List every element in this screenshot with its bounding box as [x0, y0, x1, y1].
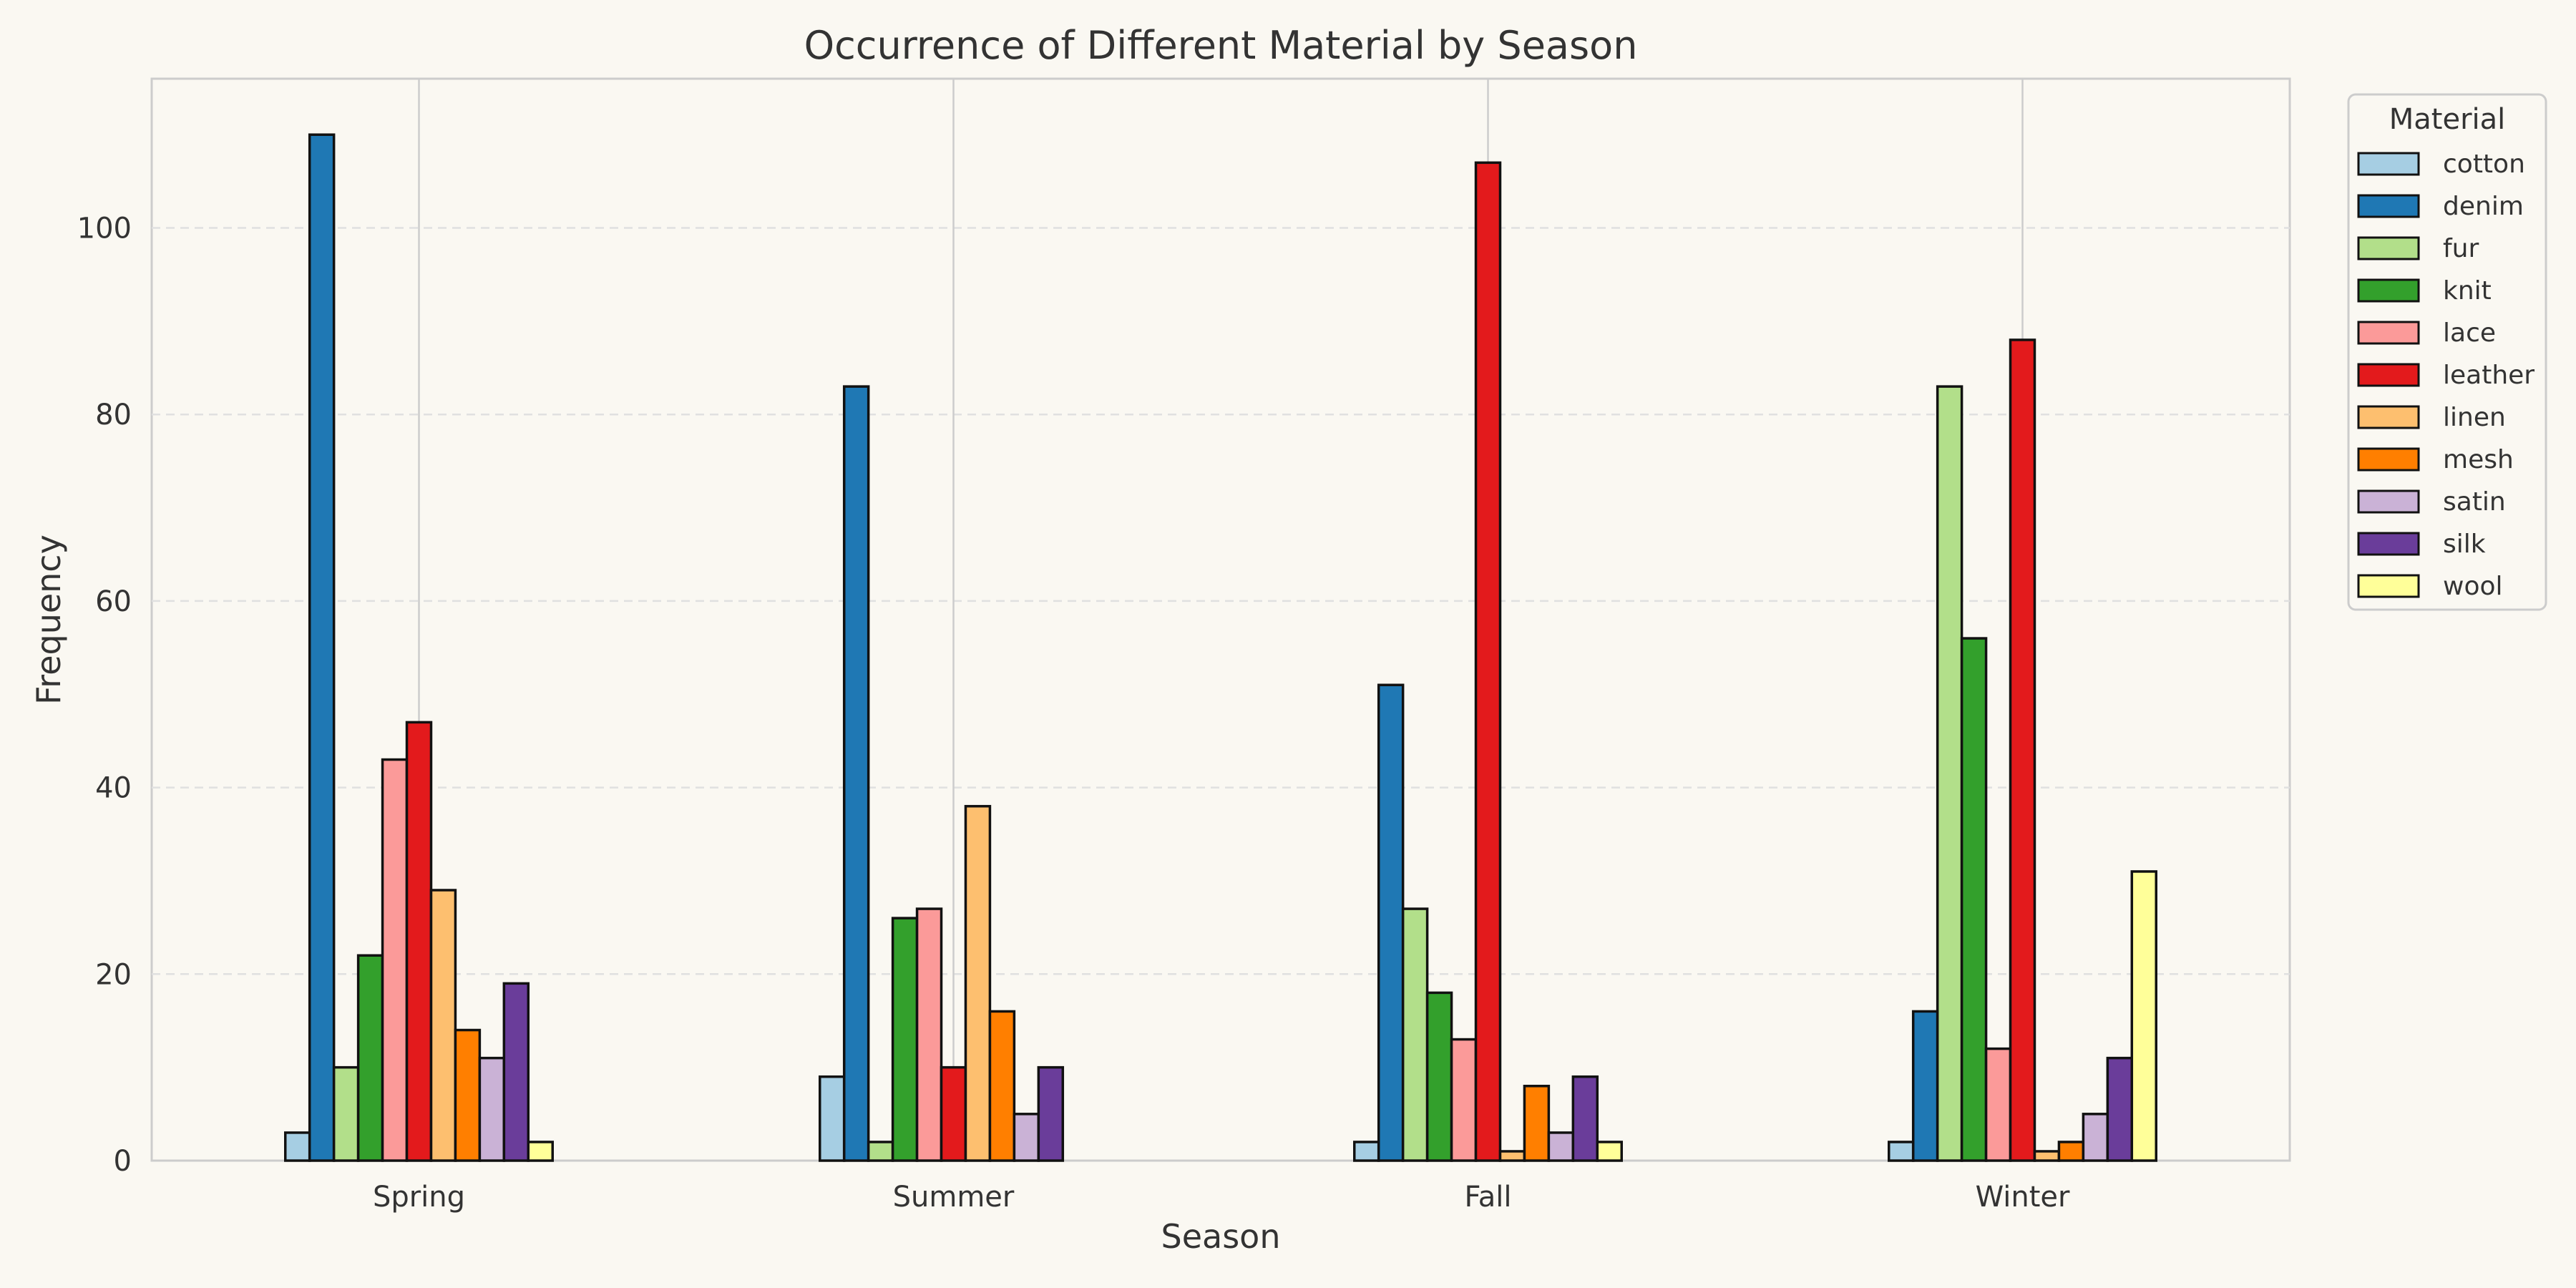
bar-leather-spring — [405, 721, 433, 1162]
bar-satin-winter — [2082, 1113, 2109, 1162]
legend-swatch — [2357, 405, 2420, 429]
bar-linen-winter — [2033, 1150, 2061, 1162]
bar-fur-winter — [1936, 385, 1963, 1162]
legend-swatch — [2357, 321, 2420, 345]
bar-satin-summer — [1013, 1113, 1040, 1162]
bar-cotton-spring — [284, 1131, 311, 1162]
legend-swatch — [2357, 532, 2420, 556]
legend-item-lace: lace — [2357, 318, 2496, 348]
ticks-layer: 0 20 40 60 80 100 Spring Summer Fall Winter — [77, 213, 2070, 1214]
legend-item-cotton: cotton — [2357, 150, 2525, 179]
bar-leather-winter — [2009, 338, 2036, 1162]
legend-item-linen: linen — [2357, 403, 2506, 432]
y-tick-label: 40 — [95, 772, 132, 805]
bar-knit-winter — [1960, 637, 1988, 1162]
legend-item-wool: wool — [2357, 572, 2503, 601]
legend-swatch — [2357, 194, 2420, 218]
legend-label: silk — [2443, 530, 2486, 559]
legend-item-silk: silk — [2357, 530, 2486, 559]
x-tick-label: Winter — [1976, 1181, 2070, 1214]
plot-area — [150, 77, 2291, 1162]
legend-label: lace — [2443, 318, 2496, 348]
bar-mesh-spring — [454, 1028, 482, 1162]
bar-denim-summer — [842, 385, 870, 1162]
legend-label: mesh — [2443, 445, 2514, 474]
bar-fur-summer — [867, 1141, 894, 1162]
bar-knit-spring — [356, 954, 384, 1162]
bar-knit-fall — [1425, 991, 1453, 1162]
bar-silk-fall — [1571, 1075, 1599, 1162]
legend-item-knit: knit — [2357, 276, 2492, 306]
legend-item-fur: fur — [2357, 234, 2479, 263]
legend-label: knit — [2443, 276, 2492, 306]
legend-swatch — [2357, 363, 2420, 387]
bar-leather-summer — [940, 1065, 967, 1162]
bar-linen-fall — [1498, 1150, 1526, 1162]
bar-lace-fall — [1450, 1038, 1478, 1162]
y-tick-label: 80 — [95, 399, 132, 431]
bar-denim-winter — [1911, 1010, 1939, 1162]
y-tick-label: 100 — [77, 213, 132, 245]
bar-lace-winter — [1984, 1047, 2012, 1162]
legend-label: wool — [2443, 572, 2503, 601]
bar-silk-spring — [502, 982, 530, 1162]
bar-silk-summer — [1037, 1065, 1065, 1162]
y-tick-label: 60 — [95, 585, 132, 618]
legend-items: cotton denim fur knit lace leather linen mesh sa… — [2357, 150, 2534, 601]
bar-silk-winter — [2106, 1056, 2134, 1162]
bar-lace-summer — [915, 907, 943, 1162]
bar-fur-fall — [1401, 907, 1429, 1162]
x-axis-label: Season — [1161, 1217, 1281, 1256]
bar-denim-spring — [308, 133, 336, 1162]
legend-label: cotton — [2443, 150, 2525, 179]
bar-cotton-winter — [1888, 1141, 1915, 1162]
bar-cotton-summer — [819, 1075, 846, 1162]
legend-label: fur — [2443, 234, 2479, 263]
legend-swatch — [2357, 152, 2420, 176]
y-tick-label: 20 — [95, 958, 132, 991]
legend-label: denim — [2443, 192, 2524, 221]
bar-leather-fall — [1474, 161, 1502, 1162]
bar-wool-fall — [1596, 1141, 1623, 1162]
legend-item-denim: denim — [2357, 192, 2524, 221]
legend-swatch — [2357, 447, 2420, 472]
y-axis-label: Frequency — [29, 535, 68, 705]
legend-item-satin: satin — [2357, 487, 2506, 517]
legend-swatch — [2357, 236, 2420, 260]
bar-satin-spring — [478, 1056, 506, 1162]
bar-knit-summer — [891, 917, 919, 1162]
legend-item-mesh: mesh — [2357, 445, 2514, 474]
legend-title: Material — [2389, 103, 2506, 136]
bar-lace-spring — [381, 758, 409, 1162]
bar-mesh-summer — [988, 1010, 1016, 1162]
chart-title: Occurrence of Different Material by Seas… — [804, 23, 1638, 68]
legend-swatch — [2357, 278, 2420, 303]
legend-label: satin — [2443, 487, 2506, 517]
legend-label: leather — [2443, 361, 2534, 390]
bar-cotton-fall — [1353, 1141, 1380, 1162]
x-tick-label: Summer — [893, 1181, 1015, 1214]
bar-fur-spring — [332, 1065, 360, 1162]
legend: Material cotton denim fur knit lace leather li… — [2347, 93, 2547, 611]
x-tick-label: Spring — [373, 1181, 465, 1214]
y-tick-label: 0 — [114, 1145, 132, 1178]
bar-linen-summer — [964, 804, 992, 1162]
legend-item-leather: leather — [2357, 361, 2534, 390]
bar-linen-spring — [429, 889, 457, 1162]
bars-layer — [284, 133, 2157, 1162]
bar-satin-fall — [1547, 1131, 1575, 1162]
legend-swatch — [2357, 489, 2420, 514]
legend-label: linen — [2443, 403, 2506, 432]
x-tick-label: Fall — [1464, 1181, 1511, 1214]
bar-wool-winter — [2130, 870, 2157, 1162]
bar-mesh-fall — [1523, 1084, 1551, 1162]
bar-denim-fall — [1377, 683, 1405, 1162]
legend-swatch — [2357, 574, 2420, 598]
bar-mesh-winter — [2057, 1141, 2085, 1162]
bar-wool-spring — [527, 1141, 555, 1162]
legend-box — [2347, 93, 2547, 611]
